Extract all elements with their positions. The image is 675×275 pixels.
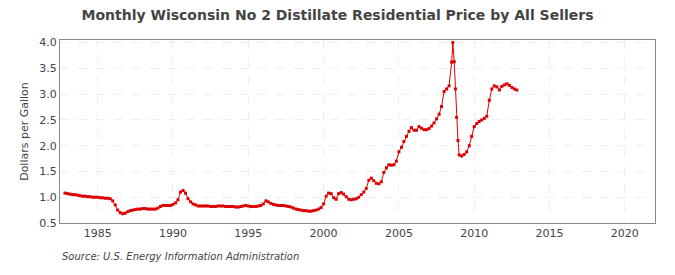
svg-text:0.5: 0.5 [39, 217, 57, 230]
svg-text:2005: 2005 [385, 227, 413, 240]
svg-text:3.5: 3.5 [39, 62, 57, 75]
svg-text:2000: 2000 [310, 227, 338, 240]
svg-text:1995: 1995 [234, 227, 262, 240]
svg-text:Monthly Wisconsin No 2 Distill: Monthly Wisconsin No 2 Distillate Reside… [82, 7, 594, 23]
svg-text:1985: 1985 [84, 227, 112, 240]
svg-text:2015: 2015 [536, 227, 564, 240]
svg-text:1990: 1990 [159, 227, 187, 240]
svg-text:2020: 2020 [611, 227, 639, 240]
svg-text:2.5: 2.5 [39, 114, 57, 127]
svg-text:1.0: 1.0 [39, 191, 57, 204]
svg-text:1.5: 1.5 [39, 165, 57, 178]
svg-text:Dollars per Gallon: Dollars per Gallon [18, 82, 31, 181]
svg-text:4.0: 4.0 [39, 36, 57, 49]
svg-text:2.0: 2.0 [39, 140, 57, 153]
svg-text:2010: 2010 [460, 227, 488, 240]
svg-text:Source: U.S. Energy Informatio: Source: U.S. Energy Information Administ… [62, 251, 299, 262]
svg-text:3.0: 3.0 [39, 88, 57, 101]
